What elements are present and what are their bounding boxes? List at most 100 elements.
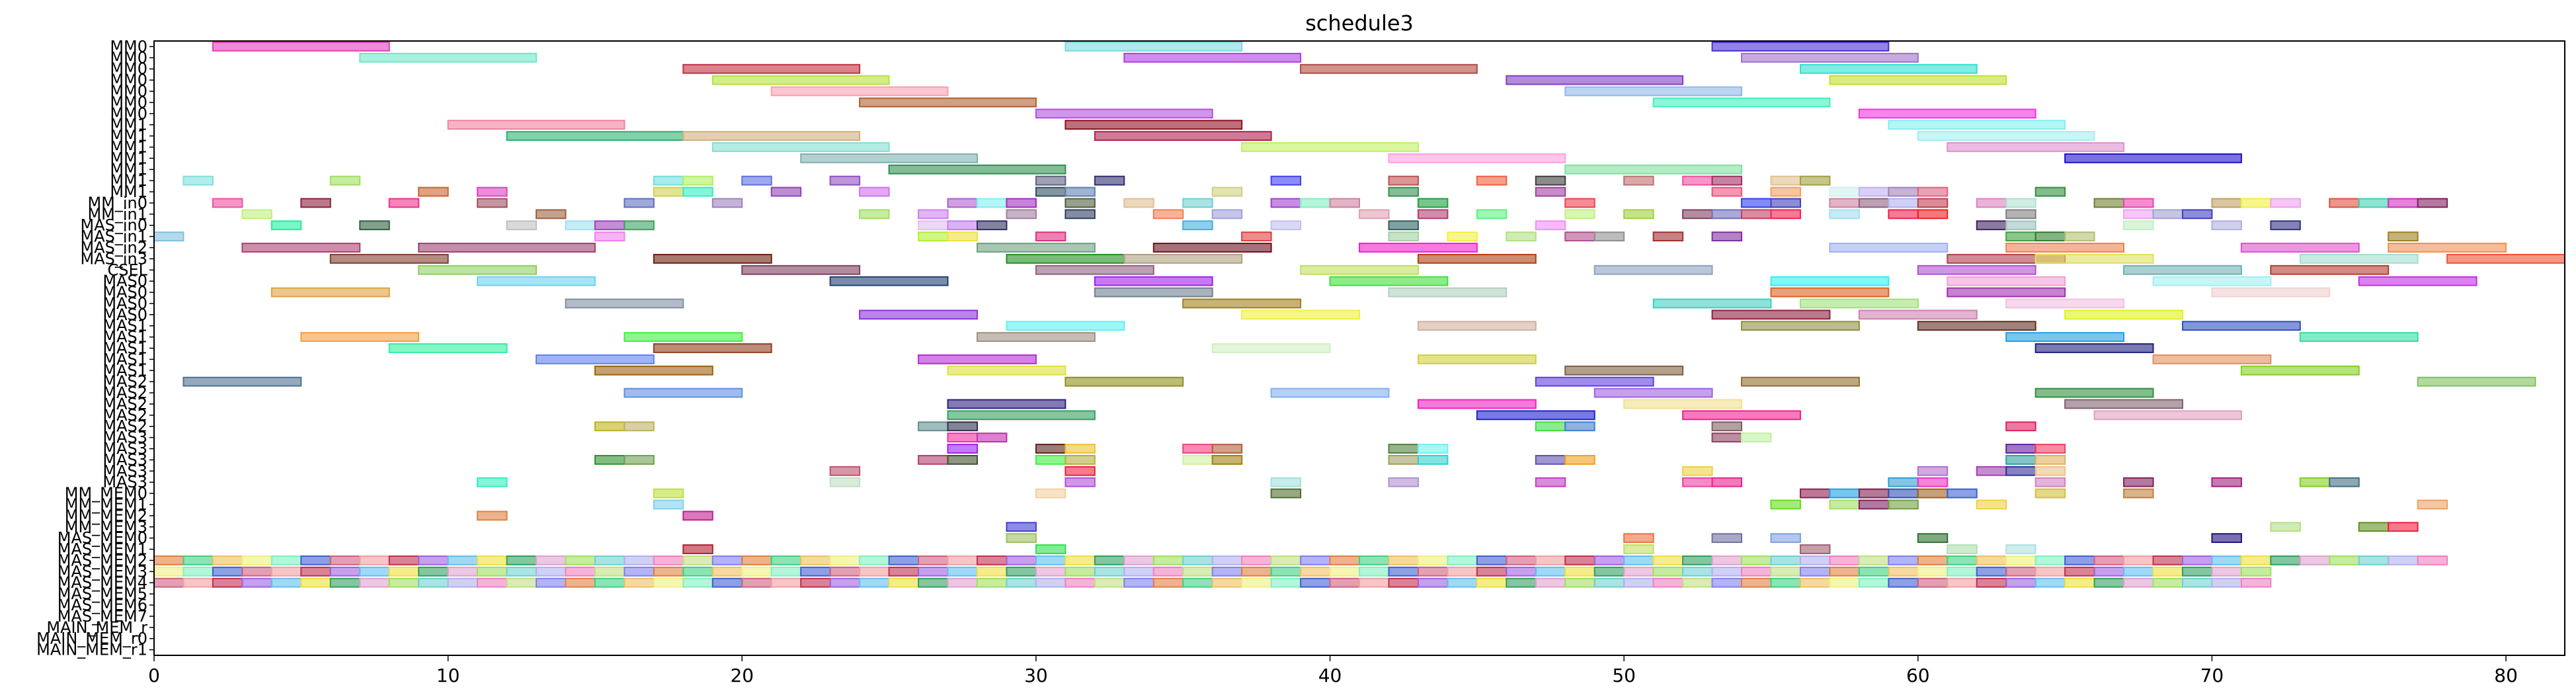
task-bar [1829,577,1860,588]
task-bar [2005,220,2036,231]
task-bar [682,577,713,588]
task-bar [1388,444,1419,454]
task-bar [1270,577,1302,588]
y-tick-label: MM0 [110,48,147,67]
task-bar [2123,265,2242,275]
y-tick-label: MAS2 [102,384,147,402]
task-bar [624,555,655,565]
y-tick-label: MAS_MEM3 [58,562,147,581]
task-bar [1535,454,1566,465]
task-bar [1593,231,1625,242]
task-bar [1123,253,1243,264]
task-bar [447,555,479,565]
task-bar [182,555,214,565]
task-bar [1741,566,1772,577]
task-bar [1652,577,1684,588]
y-tick-label: MAS2 [102,417,147,436]
task-bar [329,175,361,186]
task-bar [477,511,508,521]
task-bar [1770,209,1801,220]
task-bar [1094,577,1125,588]
y-tick-label: MM0 [110,93,147,112]
task-bar [1976,466,2007,476]
task-bar [1065,42,1243,52]
task-bar [2034,186,2066,197]
task-bar [182,577,214,588]
task-bar [947,555,978,565]
task-bar [1388,566,1419,577]
task-bar [1829,488,1860,499]
task-bar [1917,477,1949,487]
x-tick-label: 80 [2494,665,2518,686]
task-bar [565,298,684,309]
task-bar [1152,555,1184,565]
task-bar [1888,488,1919,499]
task-bar [2034,488,2066,499]
task-bar [770,186,802,197]
task-bar [1858,108,2036,119]
y-tick-label: MM1 [110,183,147,201]
task-bar [1917,131,2095,141]
task-bar [300,566,331,577]
task-bar [2034,466,2066,476]
y-tick-label: MM1 [110,127,147,145]
task-bar [477,276,596,286]
task-bar [329,566,361,577]
x-tick-label: 10 [436,665,460,686]
task-bar [1065,454,1096,465]
task-bar [741,566,772,577]
task-bar [1447,566,1478,577]
task-bar [1329,566,1361,577]
task-bar [1652,566,1684,577]
task-bar [1182,298,1302,309]
task-bar [1976,555,2007,565]
task-bar [1917,321,2036,331]
task-bar [1006,522,1037,532]
task-bar [2123,488,2154,499]
task-bar [1065,577,1096,588]
task-bar [1888,555,1919,565]
task-bar [1388,577,1419,588]
task-bar [1770,533,1801,544]
task-bar [1535,186,1566,197]
task-bar [1858,555,1890,565]
chart-title: schedule3 [1305,11,1414,36]
task-bar [2152,354,2272,364]
task-bar [1388,477,1419,487]
task-bar [1300,198,1331,208]
task-bar [947,365,1067,376]
y-tick-label: MAS_MEM4 [58,573,147,592]
task-bar [1770,287,1890,298]
task-bar [1888,120,2066,130]
task-bar [1417,321,1537,331]
task-bar [711,566,743,577]
task-bar [1417,198,1449,208]
task-bar [2358,198,2390,208]
y-tick-label: MM1 [110,171,147,190]
task-bar [1593,388,1713,398]
task-bar [1623,555,1654,565]
y-tick-label: MAS0 [102,294,147,313]
x-tick-label: 60 [1906,665,1930,686]
task-bar [1564,555,1595,565]
task-bar [536,566,567,577]
task-bar [1976,220,2007,231]
task-bar [1476,209,1508,220]
task-bar [1359,209,1390,220]
task-bar [1506,75,1684,85]
task-bar [1535,376,1654,387]
task-bar [1535,577,1566,588]
task-bar [2005,298,2125,309]
task-bar [2388,555,2419,565]
task-bar [1476,175,1508,186]
task-bar [359,577,390,588]
task-bar [1770,577,1801,588]
task-bar [1917,488,1949,499]
task-bar [1593,555,1625,565]
task-bar [1035,555,1067,565]
task-bar [682,175,713,186]
y-tick-label: MM_MEM3 [65,518,147,536]
task-bar [918,454,949,465]
task-bar [182,175,214,186]
task-bar [2417,555,2448,565]
